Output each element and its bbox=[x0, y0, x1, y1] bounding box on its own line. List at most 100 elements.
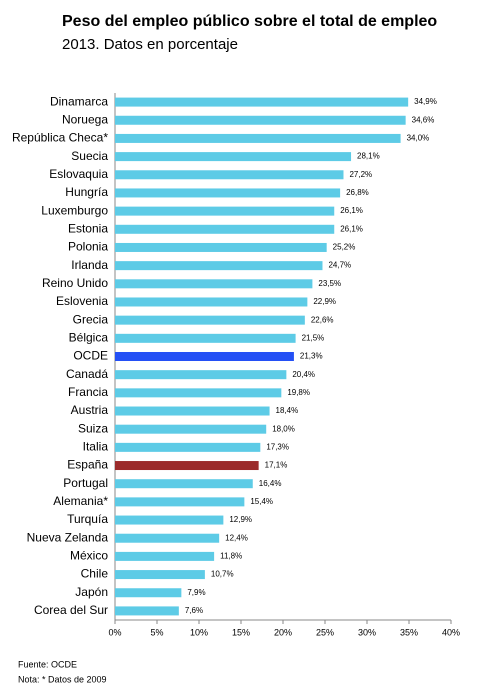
value-label: 21,5% bbox=[302, 333, 325, 342]
y-tick-label: Alemania* bbox=[53, 494, 108, 508]
value-label: 18,4% bbox=[276, 406, 299, 415]
value-label: 15,4% bbox=[250, 497, 273, 506]
bar bbox=[115, 224, 335, 234]
value-label: 19,8% bbox=[287, 388, 310, 397]
value-label: 12,9% bbox=[229, 515, 252, 524]
value-label: 18,0% bbox=[272, 424, 295, 433]
bar bbox=[115, 479, 253, 489]
y-tick-label: Canadá bbox=[66, 367, 108, 381]
x-tick-label: 30% bbox=[358, 627, 376, 637]
y-tick-label: Irlanda bbox=[71, 258, 108, 272]
bar bbox=[115, 515, 224, 525]
value-label: 34,0% bbox=[407, 134, 430, 143]
chart-title: Peso del empleo público sobre el total d… bbox=[62, 13, 437, 30]
bar bbox=[115, 97, 409, 107]
value-label: 26,8% bbox=[346, 188, 369, 197]
value-label: 16,4% bbox=[259, 479, 282, 488]
y-tick-label: Chile bbox=[81, 567, 109, 581]
y-tick-label: Polonia bbox=[68, 240, 108, 254]
bar bbox=[115, 133, 401, 143]
value-label: 27,2% bbox=[349, 170, 372, 179]
bar bbox=[115, 152, 352, 162]
y-tick-label: Austria bbox=[71, 403, 109, 417]
value-label: 25,2% bbox=[333, 243, 356, 252]
value-label: 17,1% bbox=[265, 461, 288, 470]
x-tick-label: 5% bbox=[150, 627, 163, 637]
bar bbox=[115, 315, 305, 325]
bar bbox=[115, 461, 259, 471]
y-tick-label: Suecia bbox=[71, 149, 108, 163]
value-label: 12,4% bbox=[225, 533, 248, 542]
bar bbox=[115, 551, 215, 561]
note: Fuente: OCDE bbox=[18, 659, 77, 669]
y-tick-label: Hungría bbox=[65, 185, 108, 199]
value-label: 26,1% bbox=[340, 224, 363, 233]
y-tick-label: Eslovaquia bbox=[49, 167, 108, 181]
value-label: 7,6% bbox=[185, 606, 203, 615]
y-tick-label: Corea del Sur bbox=[34, 603, 108, 617]
bar bbox=[115, 588, 182, 598]
value-label: 34,9% bbox=[414, 97, 437, 106]
bar bbox=[115, 406, 270, 416]
y-tick-label: España bbox=[67, 458, 108, 472]
value-label: 22,6% bbox=[311, 315, 334, 324]
x-tick-label: 35% bbox=[400, 627, 418, 637]
y-tick-label: Eslovenia bbox=[56, 294, 108, 308]
value-label: 17,3% bbox=[266, 442, 289, 451]
bar bbox=[115, 533, 220, 543]
bar bbox=[115, 279, 313, 289]
y-tick-label: Italia bbox=[83, 440, 109, 454]
bar bbox=[115, 370, 287, 380]
bar bbox=[115, 297, 308, 307]
value-label: 24,7% bbox=[328, 261, 351, 270]
value-label: 10,7% bbox=[211, 570, 234, 579]
value-label: 7,9% bbox=[187, 588, 205, 597]
y-tick-label: Portugal bbox=[63, 476, 108, 490]
value-label: 21,3% bbox=[300, 352, 323, 361]
note: Nota: * Datos de 2009 bbox=[18, 674, 107, 684]
y-tick-label: Suiza bbox=[78, 421, 108, 435]
bar bbox=[115, 606, 179, 616]
bar bbox=[115, 115, 406, 125]
y-tick-label: Bélgica bbox=[69, 330, 109, 344]
bar bbox=[115, 261, 323, 271]
bar bbox=[115, 188, 341, 198]
bar bbox=[115, 442, 261, 452]
y-tick-label: Francia bbox=[68, 385, 108, 399]
value-label: 34,6% bbox=[412, 115, 435, 124]
bar bbox=[115, 206, 335, 216]
bar bbox=[115, 352, 294, 361]
bar bbox=[115, 388, 282, 398]
y-tick-label: República Checa* bbox=[12, 131, 108, 145]
x-tick-label: 20% bbox=[274, 627, 292, 637]
bar bbox=[115, 497, 245, 507]
y-tick-label: Grecia bbox=[73, 312, 109, 326]
x-tick-label: 0% bbox=[108, 627, 121, 637]
bar bbox=[115, 424, 267, 434]
value-label: 26,1% bbox=[340, 206, 363, 215]
y-tick-label: Luxemburgo bbox=[41, 203, 108, 217]
y-tick-label: Reino Unido bbox=[42, 276, 108, 290]
x-tick-label: 25% bbox=[316, 627, 334, 637]
bar bbox=[115, 570, 205, 580]
value-label: 22,9% bbox=[313, 297, 336, 306]
y-tick-label: OCDE bbox=[73, 349, 108, 363]
y-tick-label: Noruega bbox=[62, 112, 108, 126]
value-label: 28,1% bbox=[357, 152, 380, 161]
y-tick-label: México bbox=[70, 549, 108, 563]
y-tick-label: Nueva Zelanda bbox=[27, 530, 109, 544]
bar bbox=[115, 170, 344, 180]
chart-subtitle: 2013. Datos en porcentaje bbox=[62, 36, 238, 53]
x-tick-label: 10% bbox=[190, 627, 208, 637]
x-tick-label: 40% bbox=[442, 627, 460, 637]
x-tick-label: 15% bbox=[232, 627, 250, 637]
y-tick-label: Turquía bbox=[67, 512, 108, 526]
y-tick-label: Dinamarca bbox=[50, 94, 108, 108]
value-label: 20,4% bbox=[292, 370, 315, 379]
y-tick-label: Estonia bbox=[68, 221, 108, 235]
bar bbox=[115, 242, 327, 252]
value-label: 23,5% bbox=[318, 279, 341, 288]
bar bbox=[115, 333, 296, 343]
y-tick-label: Japón bbox=[75, 585, 108, 599]
